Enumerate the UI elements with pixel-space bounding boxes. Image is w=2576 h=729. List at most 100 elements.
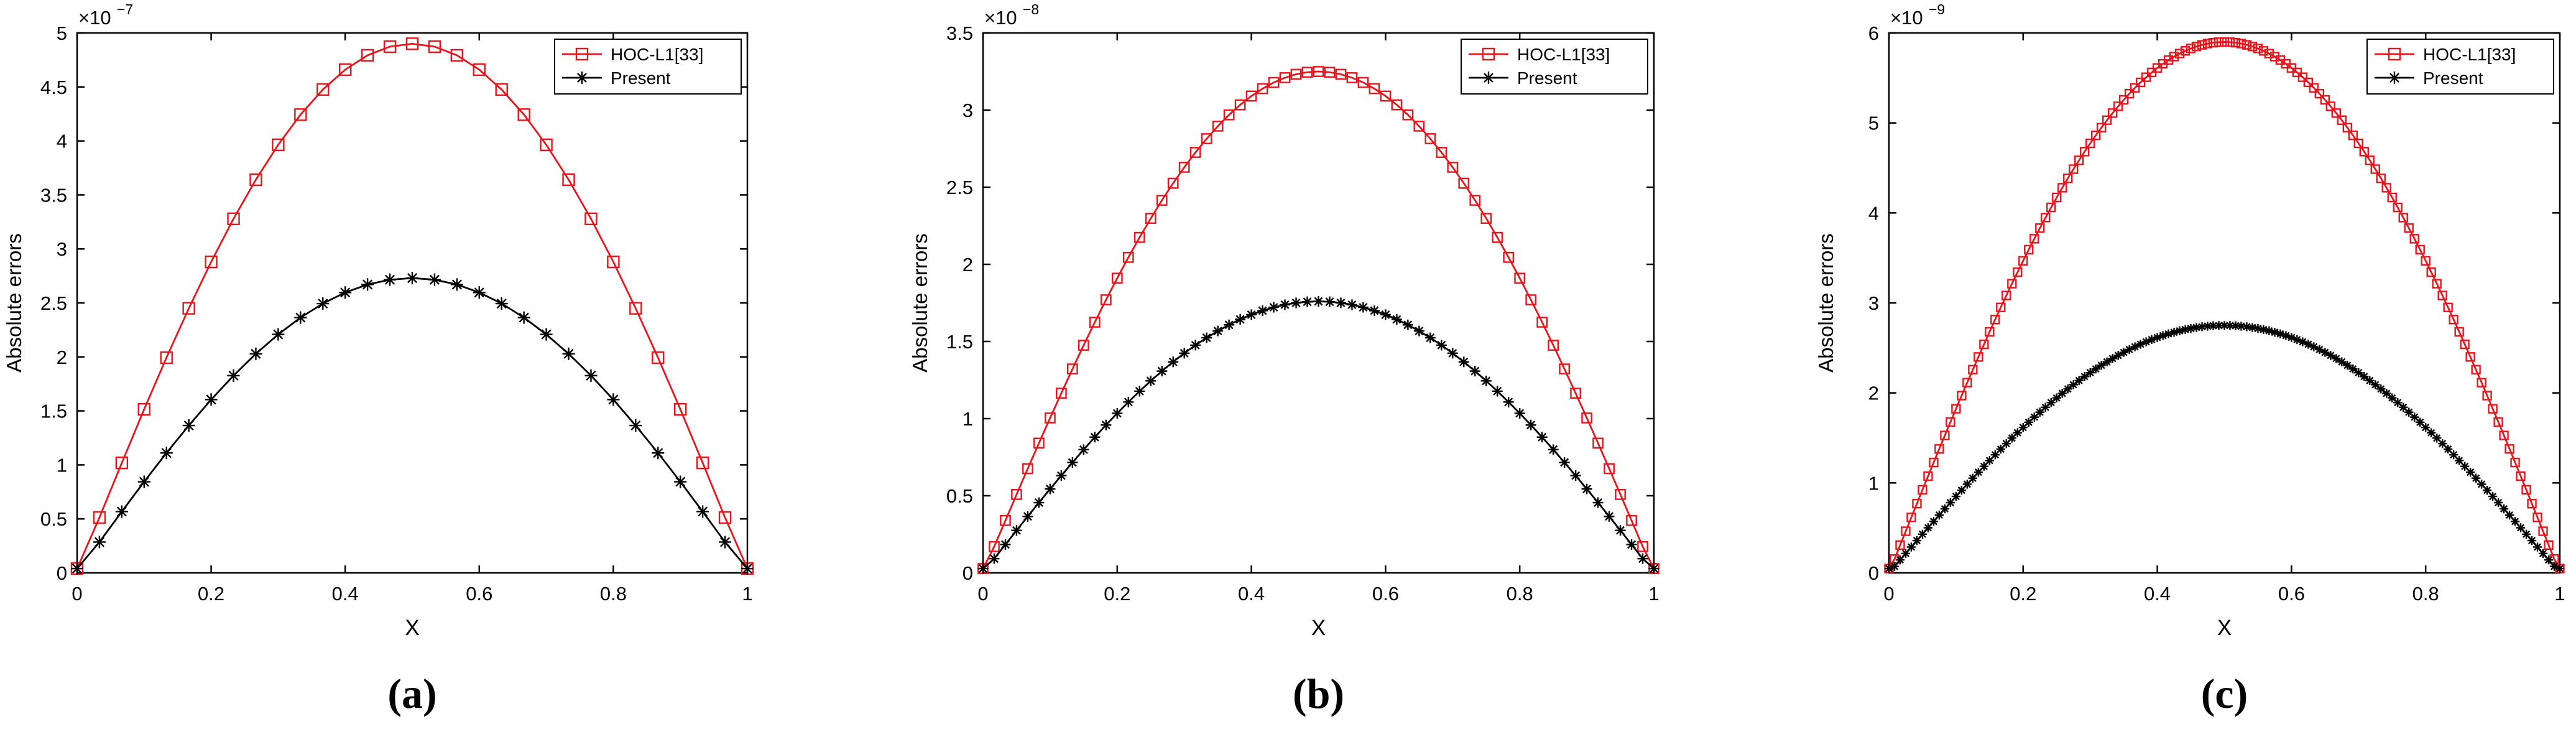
y-tick-label: 2 <box>57 346 67 368</box>
data-point <box>1245 90 1257 102</box>
x-tick-label: 0 <box>977 583 988 605</box>
data-point <box>2309 83 2319 93</box>
data-point <box>1946 498 1955 508</box>
series-hoc-l1 <box>977 66 1660 574</box>
data-point <box>2337 115 2347 125</box>
data-point <box>1301 67 1313 78</box>
data-point <box>2186 323 2195 333</box>
data-point <box>1940 430 1950 440</box>
data-point <box>1447 348 1458 359</box>
data-point <box>1548 340 1559 351</box>
data-point <box>2007 434 2017 443</box>
data-point <box>1212 325 1224 337</box>
data-point <box>2460 339 2470 350</box>
data-point <box>1458 356 1469 368</box>
data-point <box>2264 326 2274 336</box>
data-point <box>2052 393 2061 402</box>
data-point <box>2097 361 2106 370</box>
panel-caption: (a) <box>387 670 436 717</box>
data-point <box>2482 391 2492 401</box>
data-point <box>137 402 151 416</box>
series-present <box>977 296 1660 574</box>
data-point <box>249 347 262 360</box>
data-point <box>294 311 307 324</box>
data-point <box>2069 380 2078 389</box>
data-point <box>1223 109 1235 121</box>
data-point <box>1480 213 1492 224</box>
y-tick-label: 3 <box>57 238 67 260</box>
data-point <box>1974 352 1983 362</box>
data-point <box>2259 325 2268 335</box>
data-point <box>2471 364 2481 375</box>
data-point <box>1123 396 1134 407</box>
data-point <box>2477 378 2486 388</box>
data-point <box>2035 223 2045 233</box>
data-point <box>2499 430 2509 440</box>
data-point <box>741 562 754 575</box>
data-point <box>2264 49 2274 58</box>
data-point <box>2326 351 2335 360</box>
data-point <box>1324 296 1335 307</box>
legend-label: HOC-L1[33] <box>1517 45 1610 64</box>
data-point <box>2080 147 2090 157</box>
legend-marker <box>1482 47 1495 61</box>
data-point <box>1290 68 1302 80</box>
data-point <box>517 108 530 121</box>
data-point <box>1990 315 2000 325</box>
data-point <box>1929 517 1939 526</box>
data-point <box>2393 397 2403 407</box>
data-point <box>1604 511 1615 522</box>
data-point <box>1480 375 1492 386</box>
y-axis-label: Absolute errors <box>2 233 25 373</box>
data-point <box>2314 88 2325 99</box>
y-axis-multiplier: ×10 <box>984 7 1017 29</box>
data-point <box>2538 549 2548 558</box>
data-point <box>249 173 262 187</box>
data-point <box>1089 317 1101 328</box>
data-point <box>1604 463 1615 475</box>
data-point <box>2376 384 2386 394</box>
data-point <box>2404 223 2414 233</box>
data-point <box>2029 412 2039 422</box>
data-point <box>1906 542 1916 552</box>
data-point <box>1957 486 1967 495</box>
data-point <box>2237 322 2246 331</box>
data-point <box>2192 323 2201 332</box>
data-point <box>718 511 732 524</box>
data-point <box>2399 402 2408 412</box>
data-point <box>1122 251 1134 263</box>
data-point <box>2024 244 2034 255</box>
data-point <box>696 456 709 470</box>
data-point <box>2516 523 2526 532</box>
data-point <box>1268 302 1280 313</box>
data-point <box>2544 555 2554 565</box>
data-point <box>2029 234 2039 244</box>
data-point <box>1234 99 1246 111</box>
data-point <box>1985 456 1995 465</box>
data-point <box>2069 164 2079 174</box>
data-point <box>1224 319 1235 330</box>
data-point <box>1615 489 1626 500</box>
data-point <box>160 351 173 364</box>
data-point <box>428 273 441 286</box>
data-point <box>2298 337 2307 346</box>
data-point <box>2388 393 2397 402</box>
data-point <box>1901 549 1911 558</box>
data-point <box>2241 40 2252 50</box>
data-point <box>977 563 989 574</box>
x-tick-label: 0 <box>72 583 82 605</box>
data-point <box>1022 511 1033 522</box>
data-point <box>2141 337 2151 346</box>
data-point <box>2080 372 2089 381</box>
data-point <box>989 553 1000 564</box>
legend-marker <box>1482 72 1495 84</box>
data-point <box>115 456 129 470</box>
x-axis-label: X <box>2217 616 2232 640</box>
data-point <box>1402 109 1414 121</box>
data-point <box>2007 279 2017 289</box>
data-point <box>2175 326 2184 336</box>
data-point <box>1413 120 1425 132</box>
data-point <box>2432 434 2442 443</box>
data-point <box>540 138 553 152</box>
data-point <box>2354 368 2363 378</box>
